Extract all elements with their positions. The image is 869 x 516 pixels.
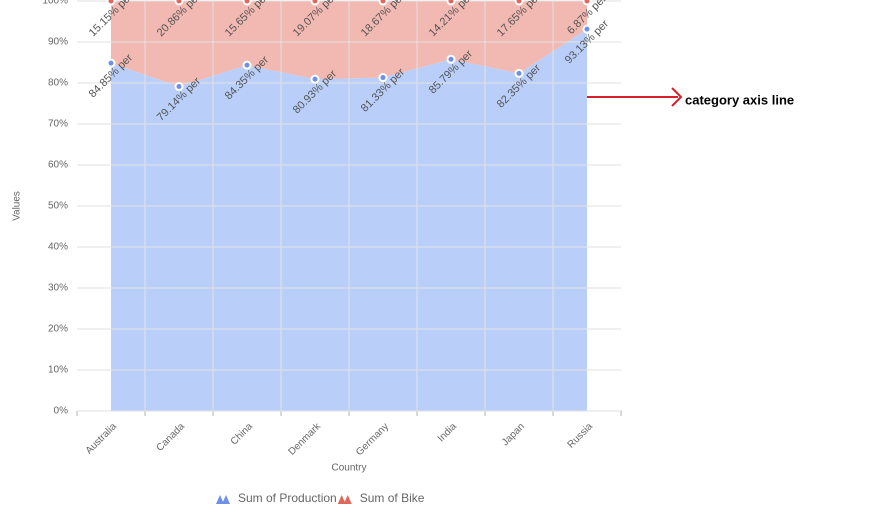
y-tick-label: 40% [48, 242, 68, 253]
annotation-arrow-head [671, 87, 683, 107]
y-axis-title: Values [12, 191, 23, 221]
marker [174, 82, 184, 92]
legend-icon [337, 495, 352, 504]
marker [106, 58, 116, 68]
marker [174, 0, 184, 6]
marker [310, 74, 320, 84]
y-tick-label: 10% [48, 365, 68, 376]
x-tick-label: Canada [154, 421, 187, 454]
y-tick-label: 20% [48, 324, 68, 335]
x-tick-label: Denmark [287, 421, 324, 458]
x-tick-label: Germany [354, 421, 391, 458]
y-tick-label: 50% [48, 201, 68, 212]
marker [242, 0, 252, 6]
y-tick-label: 90% [48, 37, 68, 48]
marker [310, 0, 320, 6]
y-tick-label: 100% [42, 0, 68, 7]
y-tick-label: 0% [54, 406, 69, 417]
x-axis-title: Country [331, 463, 366, 474]
x-tick-label: Russia [566, 421, 596, 451]
marker [582, 24, 592, 34]
x-tick-label: Japan [500, 421, 527, 448]
marker [378, 73, 388, 83]
marker [446, 0, 456, 6]
marker [106, 0, 116, 6]
legend-icon [216, 495, 230, 504]
legend-label: Sum of Bike [360, 491, 425, 505]
annotation: category axis line [685, 92, 794, 107]
x-tick-label: India [436, 421, 459, 444]
marker [378, 0, 388, 6]
marker [446, 54, 456, 64]
y-tick-label: 80% [48, 78, 68, 89]
y-tick-label: 30% [48, 283, 68, 294]
y-tick-label: 70% [48, 119, 68, 130]
marker [242, 60, 252, 70]
legend-label: Sum of Production [238, 491, 337, 505]
grid [77, 0, 621, 412]
marker [514, 0, 524, 6]
y-tick-label: 60% [48, 160, 68, 171]
x-tick-label: China [229, 421, 256, 448]
x-tick-label: Australia [84, 421, 120, 457]
marker [582, 0, 592, 6]
marker [514, 68, 524, 78]
